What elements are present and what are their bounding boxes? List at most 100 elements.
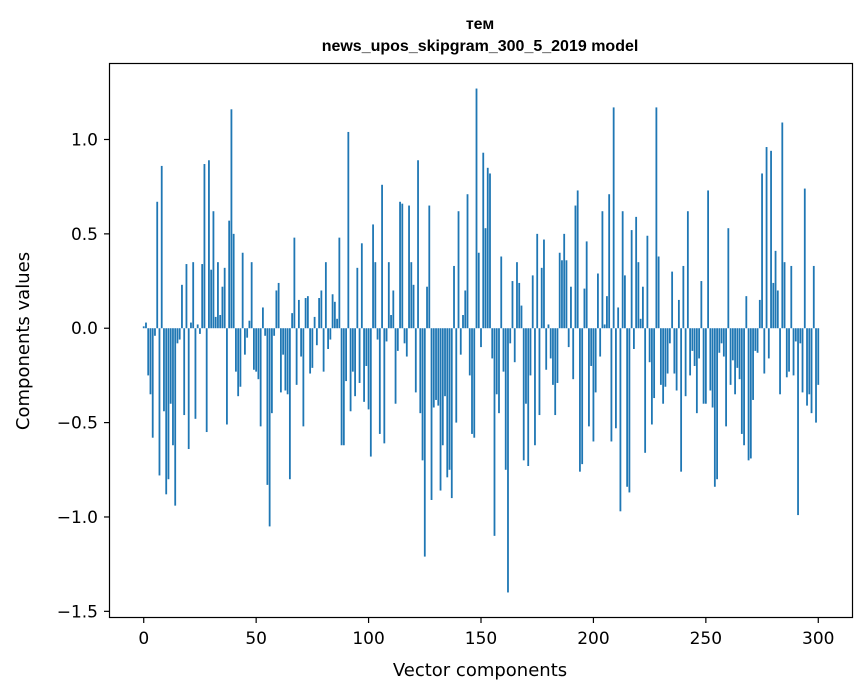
bar-component-265 — [738, 328, 741, 380]
bar-component-299 — [815, 328, 817, 423]
bar-component-146 — [471, 328, 473, 434]
bar-component-228 — [655, 107, 658, 329]
bar-component-21 — [190, 322, 192, 329]
bar-component-89 — [342, 328, 345, 446]
bar-component-190 — [570, 286, 572, 329]
bar-component-290 — [794, 328, 797, 342]
bar-component-95 — [356, 267, 359, 329]
bar-component-123 — [419, 328, 422, 414]
bar-component-259 — [725, 328, 727, 427]
bar-component-157 — [495, 328, 498, 395]
bar-component-205 — [603, 324, 606, 329]
bar-component-55 — [266, 328, 269, 485]
bar-component-43 — [239, 328, 242, 387]
bar-component-5 — [154, 328, 156, 336]
bar-component-260 — [727, 228, 730, 329]
bar-component-71 — [302, 328, 305, 427]
bar-component-181 — [549, 328, 552, 359]
bar-component-107 — [383, 328, 386, 444]
bar-component-258 — [722, 328, 725, 357]
bar-component-134 — [444, 328, 446, 397]
bar-component-255 — [716, 328, 718, 480]
bar-component-264 — [736, 328, 739, 368]
bar-component-137 — [450, 328, 453, 499]
bar-component-121 — [414, 328, 417, 393]
bar-component-144 — [466, 194, 469, 329]
y-tick-label: −1.5 — [57, 602, 98, 622]
bar-component-67 — [293, 237, 296, 329]
bar-component-86 — [336, 318, 338, 329]
bar-component-76 — [313, 316, 316, 329]
bar-component-187 — [563, 233, 566, 329]
y-tick-label: 1.0 — [71, 130, 98, 150]
bar-component-140 — [457, 211, 460, 329]
bar-component-210 — [615, 328, 617, 429]
bar-component-161 — [504, 328, 507, 470]
bar-component-189 — [567, 328, 570, 348]
bar-component-243 — [689, 328, 692, 376]
bar-component-87 — [338, 237, 341, 329]
bar-component-13 — [172, 328, 174, 446]
bar-component-170 — [525, 328, 527, 404]
bar-component-60 — [277, 282, 280, 329]
bar-component-197 — [585, 241, 588, 329]
y-axis-ticks: 1.0 0.5 0.0 −0.5 −1.0 −1.5 — [57, 130, 110, 622]
bar-component-30 — [210, 269, 213, 329]
bar-component-280 — [772, 282, 775, 329]
bar-component-212 — [619, 328, 622, 512]
bar-component-29 — [208, 160, 210, 329]
bar-component-63 — [284, 328, 287, 391]
bar-component-231 — [662, 328, 665, 404]
bar-component-230 — [659, 328, 662, 385]
y-tick-label: 0.5 — [71, 225, 98, 245]
bar-component-178 — [543, 239, 545, 329]
bar-component-84 — [331, 294, 334, 329]
bar-component-153 — [486, 167, 489, 329]
bar-series — [142, 88, 820, 593]
bar-component-59 — [275, 290, 278, 329]
bar-component-66 — [291, 313, 294, 329]
bar-component-225 — [648, 328, 651, 363]
bar-component-294 — [803, 188, 806, 329]
bar-component-130 — [435, 328, 437, 400]
bar-component-45 — [244, 328, 246, 355]
bar-component-139 — [455, 328, 458, 423]
bar-component-97 — [360, 243, 363, 329]
bar-component-51 — [257, 328, 260, 380]
bar-component-94 — [354, 328, 356, 397]
bar-component-16 — [178, 328, 181, 340]
bar-component-256 — [718, 328, 721, 353]
bar-component-35 — [221, 286, 224, 329]
bar-component-271 — [752, 328, 754, 400]
bar-component-101 — [369, 328, 372, 457]
bar-component-191 — [572, 328, 575, 380]
bar-component-50 — [255, 328, 258, 372]
bar-component-289 — [792, 328, 795, 376]
bar-component-242 — [686, 211, 689, 329]
bar-component-257 — [720, 328, 723, 344]
chart-title-line-1: тем — [466, 16, 494, 33]
bar-component-129 — [432, 328, 435, 408]
x-tick-label: 100 — [352, 629, 384, 649]
bar-component-227 — [653, 328, 656, 399]
bar-component-26 — [201, 264, 204, 329]
bar-component-272 — [754, 328, 757, 351]
bar-component-182 — [552, 328, 554, 385]
bar-component-214 — [624, 275, 626, 329]
bar-component-48 — [250, 262, 253, 329]
bar-component-177 — [540, 267, 543, 329]
bar-component-293 — [801, 328, 804, 393]
bar-component-216 — [628, 328, 631, 493]
bar-component-38 — [228, 220, 231, 329]
bar-component-186 — [561, 260, 563, 329]
bar-component-159 — [500, 256, 503, 329]
bar-component-142 — [462, 315, 464, 329]
bar-component-28 — [205, 328, 208, 433]
y-axis-label: Components values — [13, 252, 34, 430]
bar-component-65 — [288, 328, 291, 480]
bar-component-25 — [199, 328, 201, 334]
bar-component-248 — [700, 281, 703, 329]
x-tick-label: 300 — [802, 629, 834, 649]
x-tick-label: 150 — [465, 629, 497, 649]
bar-component-173 — [531, 275, 534, 329]
